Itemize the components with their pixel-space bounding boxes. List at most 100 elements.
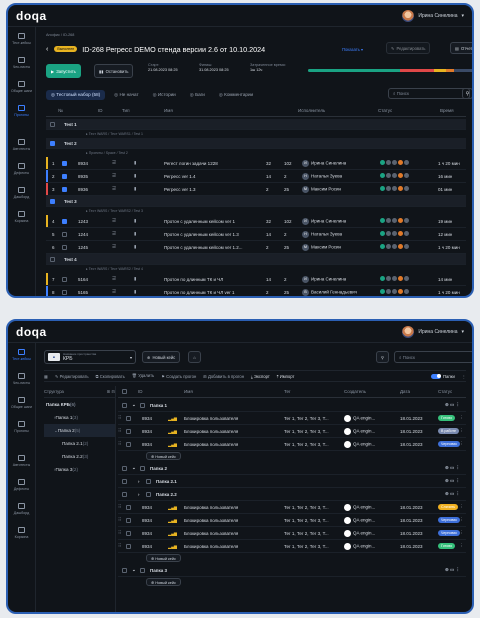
col-tag[interactable]: Тег xyxy=(284,389,291,394)
tree-item-папка-2[interactable]: ⌄ Папка 2 (5) xyxy=(44,424,115,437)
chevron-down-icon[interactable]: › xyxy=(138,491,140,497)
search-input[interactable]: ⌕ Поиск xyxy=(388,88,470,99)
search-input[interactable]: ⌕ Поиск xyxy=(394,351,472,363)
folder-checkbox-2[interactable] xyxy=(146,491,151,497)
folder-row[interactable]: › Папка 2.1 ⊕ ▭ ⋮ xyxy=(118,475,466,488)
tab-2[interactable]: ◎ Истории xyxy=(148,90,181,100)
row-checkbox[interactable] xyxy=(62,244,67,250)
toggle-switch[interactable] xyxy=(431,373,442,379)
folder-checkbox[interactable] xyxy=(122,491,127,497)
status-dot-icon[interactable] xyxy=(380,244,385,250)
status-dot-icon[interactable] xyxy=(392,276,397,282)
status-dot-icon[interactable] xyxy=(404,186,409,192)
tree-item-папка-2-1[interactable]: Папка 2.1 (2) xyxy=(44,437,115,450)
table-row[interactable]: 6 1245 ☰⃗ ▮ Протон с удаленным кейсом ver 1.… xyxy=(46,241,466,254)
sidebar-item-5[interactable]: Дефекты xyxy=(8,157,35,181)
row-name[interactable]: Регест логин задачи 1228 xyxy=(164,160,218,166)
drag-handle-icon[interactable]: ⠿ xyxy=(118,530,122,535)
row-name[interactable]: Блокировка пользователя xyxy=(184,504,239,510)
filter-icon[interactable]: ⚲ xyxy=(462,88,472,99)
folder-checkbox[interactable] xyxy=(122,402,127,408)
status-dot-icon[interactable] xyxy=(398,160,403,166)
status-dot-icon[interactable] xyxy=(380,160,385,166)
status-dot-icon[interactable] xyxy=(404,218,409,224)
create-run-action[interactable]: ⚑ Создать прогон xyxy=(161,373,197,379)
status-dot-icon[interactable] xyxy=(392,231,397,237)
status-dot-icon[interactable] xyxy=(386,160,391,166)
sidebar-item-0[interactable]: Тест-кейсы xyxy=(8,343,35,367)
sidebar-item-6[interactable]: Дашборд xyxy=(8,181,35,205)
drag-handle-icon[interactable]: ⠿ xyxy=(118,543,122,548)
folder-checkbox[interactable] xyxy=(122,478,127,484)
group-row[interactable]: Test 3 xyxy=(46,196,466,207)
drag-handle-icon[interactable]: ⠿ xyxy=(118,415,122,420)
status-dot-icon[interactable] xyxy=(398,173,403,179)
group-checkbox[interactable] xyxy=(50,256,55,262)
folder-checkbox-2[interactable] xyxy=(146,478,151,484)
status-icons[interactable] xyxy=(380,231,410,237)
status-dot-icon[interactable] xyxy=(404,173,409,179)
row-checkbox[interactable] xyxy=(126,530,131,536)
table-row[interactable]: 5 1244 ☰⃗ ▮ Протон с удаленным кейсом ver 1.… xyxy=(46,228,466,241)
col-date[interactable]: Дата xyxy=(400,389,410,394)
chevron-icon[interactable]: › xyxy=(54,415,56,420)
folder-actions-icon[interactable]: ⊕ ▭ ⋮ xyxy=(444,402,460,407)
export-action[interactable]: ⤓ Экспорт xyxy=(251,373,270,379)
new-case-inline-button[interactable]: ⊕ Новый кейс xyxy=(146,578,181,586)
row-name[interactable]: Протон с удаленным кейсом ver 1 xyxy=(164,218,235,224)
chevron-icon[interactable]: › xyxy=(54,467,56,472)
group-checkbox[interactable] xyxy=(50,121,55,127)
chevron-down-icon[interactable]: › xyxy=(138,478,140,484)
show-dropdown[interactable]: Показать ▾ xyxy=(342,46,364,52)
drag-handle-icon[interactable]: ⠿ xyxy=(118,517,122,522)
row-name[interactable]: Блокировка пользователя xyxy=(184,428,239,434)
table-row[interactable]: 4 1243 ☰⃗ ▮ Протон с удаленным кейсом ver 1 3… xyxy=(46,215,466,228)
table-row[interactable]: 2 8935 ☰⃗ ▮ Регресс ver 1.4 14 2 Н Наталья Зуева… xyxy=(46,170,466,183)
table-row[interactable]: ⠿ 8934 ▂▄▆ Блокировка пользователя Тег 1, Те… xyxy=(118,438,466,451)
row-checkbox[interactable] xyxy=(126,428,131,434)
folder-checkbox-2[interactable] xyxy=(140,567,145,573)
row-name[interactable]: Протон с удаленным кейсом ver 1.2... xyxy=(164,244,243,250)
group-checkbox[interactable] xyxy=(50,198,55,204)
status-dot-icon[interactable] xyxy=(404,231,409,237)
folder-checkbox-2[interactable] xyxy=(140,465,145,471)
tab-4[interactable]: ◎ Комментарии xyxy=(214,90,258,100)
user-menu[interactable]: Ирина Синелина ▾ xyxy=(402,9,464,22)
sidebar-item-7[interactable]: Корзина xyxy=(8,205,35,229)
row-more-icon[interactable]: ⋮ xyxy=(459,530,465,535)
folder-actions-icon[interactable]: ⊕ ▭ ⋮ xyxy=(444,465,460,470)
folder-actions-icon[interactable]: ⊕ ▭ ⋮ xyxy=(444,491,460,496)
row-more-icon[interactable]: ⋮ xyxy=(459,517,465,522)
row-name[interactable]: Протон по длинным ТК и ЧЛ xyxy=(164,276,224,282)
sidebar-item-4[interactable]: Автотесты xyxy=(8,133,35,157)
status-icons[interactable] xyxy=(380,186,410,192)
folders-toggle[interactable]: Папки xyxy=(431,373,455,379)
status-icons[interactable] xyxy=(380,160,410,166)
report-button[interactable]: ▤ Отчет xyxy=(450,42,472,54)
row-checkbox[interactable] xyxy=(62,231,67,237)
user-menu[interactable]: Ирина Синелина ▾ xyxy=(402,325,464,338)
status-dot-icon[interactable] xyxy=(392,186,397,192)
status-dot-icon[interactable] xyxy=(386,218,391,224)
col-name[interactable]: Имя xyxy=(184,389,193,394)
status-dot-icon[interactable] xyxy=(386,289,391,295)
app-logo[interactable]: doqa xyxy=(16,8,47,23)
edit-button[interactable]: ✎ Редактировать xyxy=(386,42,431,54)
collapse-icon[interactable]: ⊟ xyxy=(111,389,115,394)
folder-actions-icon[interactable]: ⊕ ▭ ⋮ xyxy=(444,567,460,572)
folder-row[interactable]: ⌄ Папка 1 ⊕ ▭ ⋮ xyxy=(118,399,466,412)
status-dot-icon[interactable] xyxy=(386,231,391,237)
group-row[interactable]: Test 2 xyxy=(46,138,466,149)
row-name[interactable]: Протон с удаленным кейсом ver 1.3 xyxy=(164,231,239,237)
status-dot-icon[interactable] xyxy=(392,160,397,166)
sidebar-item-2[interactable]: Общие шаги xyxy=(8,75,35,99)
app-logo[interactable]: doqa xyxy=(16,324,47,339)
table-row[interactable]: 7 5164 ☰⃗ ▮ Протон по длинным ТК и ЧЛ 14 2 И Ири… xyxy=(46,273,466,286)
tab-3[interactable]: ◎ Баги xyxy=(185,90,210,100)
row-name[interactable]: Регресс ver 1.4 xyxy=(164,173,196,179)
drag-handle-icon[interactable]: ⠿ xyxy=(118,441,122,446)
status-dot-icon[interactable] xyxy=(398,289,403,295)
row-executor[interactable]: Н Наталья Зуева xyxy=(302,172,342,180)
folder-actions-icon[interactable]: ⊕ ▭ ⋮ xyxy=(444,478,460,483)
folder-row[interactable]: › Папка 2.2 ⊕ ▭ ⋮ xyxy=(118,488,466,501)
